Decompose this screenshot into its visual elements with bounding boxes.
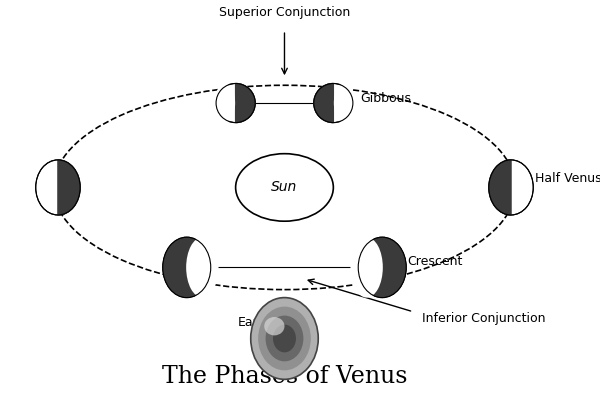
- Ellipse shape: [163, 237, 211, 298]
- Text: The Phases of Venus: The Phases of Venus: [162, 365, 407, 388]
- Text: Earth: Earth: [238, 316, 271, 329]
- Polygon shape: [236, 83, 255, 122]
- Ellipse shape: [251, 298, 318, 379]
- Ellipse shape: [358, 237, 406, 298]
- Ellipse shape: [215, 83, 235, 122]
- Ellipse shape: [314, 83, 353, 122]
- Ellipse shape: [258, 306, 311, 370]
- Ellipse shape: [334, 83, 355, 122]
- Ellipse shape: [273, 324, 296, 352]
- Text: Half Venus: Half Venus: [535, 172, 600, 185]
- Polygon shape: [314, 83, 334, 122]
- Ellipse shape: [163, 237, 211, 298]
- Ellipse shape: [350, 237, 383, 298]
- Polygon shape: [58, 160, 80, 215]
- Polygon shape: [489, 160, 511, 215]
- Text: Superior Conjunction: Superior Conjunction: [219, 6, 350, 19]
- Ellipse shape: [266, 316, 304, 361]
- Ellipse shape: [216, 83, 255, 122]
- Ellipse shape: [186, 237, 218, 298]
- Ellipse shape: [489, 160, 533, 215]
- Ellipse shape: [264, 317, 284, 336]
- Text: Crescent: Crescent: [407, 255, 463, 268]
- Text: Inferior Conjunction: Inferior Conjunction: [422, 312, 545, 324]
- Ellipse shape: [236, 154, 334, 221]
- Text: Gibbous: Gibbous: [360, 92, 411, 105]
- Text: Sun: Sun: [271, 180, 298, 194]
- Ellipse shape: [36, 160, 80, 215]
- Ellipse shape: [358, 237, 406, 298]
